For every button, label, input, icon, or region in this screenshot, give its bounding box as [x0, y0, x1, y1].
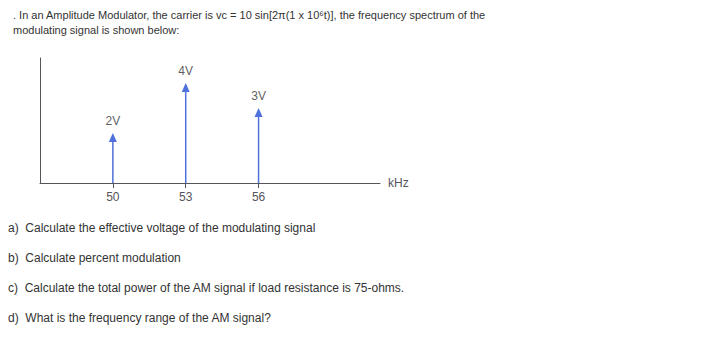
svg-text:a) Calculate the effective vo: a) Calculate the effective voltage of th… — [8, 221, 315, 235]
svg-text:3V: 3V — [251, 89, 266, 103]
svg-text:c) Calculate the total power: c) Calculate the total power of the AM s… — [8, 281, 404, 295]
svg-text:modulating signal is shown bel: modulating signal is shown below: — [13, 24, 179, 36]
svg-text:b) Calculate percent modulati: b) Calculate percent modulation — [8, 251, 181, 265]
svg-text:56: 56 — [252, 190, 266, 204]
svg-text:kHz: kHz — [388, 176, 409, 190]
svg-text:50: 50 — [106, 190, 120, 204]
svg-text:2V: 2V — [106, 114, 121, 128]
svg-text:53: 53 — [179, 190, 193, 204]
svg-text:d) What is the frequency rang: d) What is the frequency range of the AM… — [8, 311, 271, 325]
svg-text:4V: 4V — [178, 64, 193, 78]
svg-text:. In an Amplitude Modulator, t: . In an Amplitude Modulator, the carrier… — [13, 9, 485, 21]
